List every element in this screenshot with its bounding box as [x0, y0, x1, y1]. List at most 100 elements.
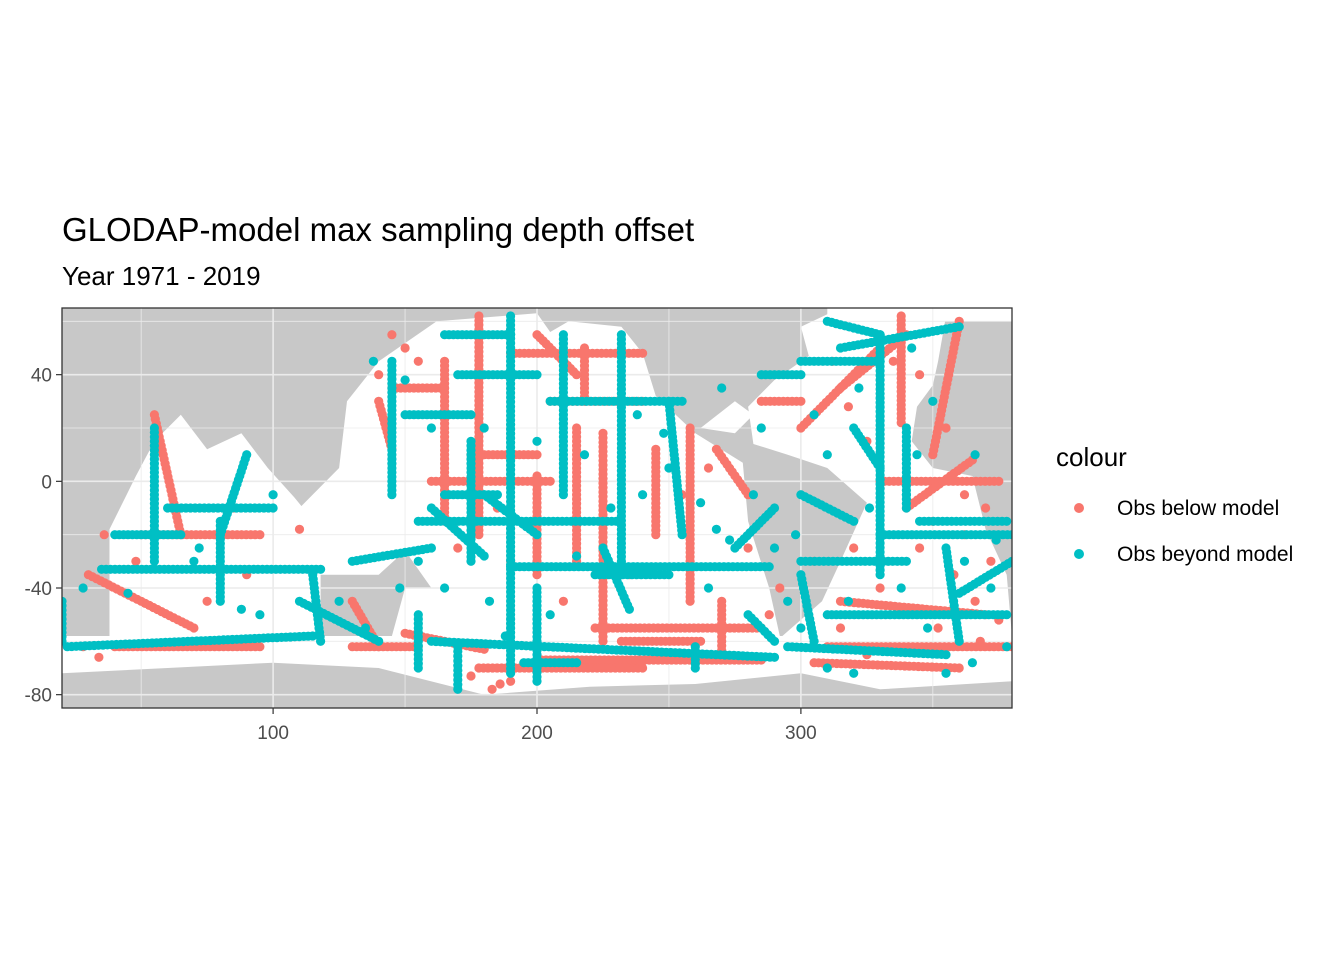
data-point: [572, 370, 582, 380]
data-point: [959, 490, 970, 500]
data-point: [769, 543, 780, 553]
data-point: [1002, 610, 1012, 620]
chart-title: GLODAP-model max sampling depth offset: [62, 211, 694, 248]
data-point: [374, 370, 384, 380]
data-point: [236, 604, 246, 614]
data-point: [506, 311, 516, 321]
data-point: [558, 330, 569, 340]
data-point: [479, 423, 489, 433]
data-point: [1002, 516, 1012, 526]
data-point: [685, 596, 695, 606]
data-point: [769, 503, 780, 513]
data-point: [255, 642, 265, 652]
data-point: [611, 516, 621, 526]
data-point: [888, 356, 898, 366]
data-point: [360, 623, 371, 633]
data-point: [991, 535, 1001, 545]
data-point: [484, 596, 495, 606]
data-point: [849, 516, 859, 526]
data-point: [849, 543, 859, 553]
data-point: [440, 383, 450, 393]
data-point: [875, 356, 885, 366]
y-tick-label: 40: [31, 366, 52, 387]
data-point: [176, 530, 186, 540]
data-point: [453, 543, 463, 553]
data-point: [970, 596, 980, 606]
data-point: [506, 330, 516, 340]
legend-label-obs-below: Obs below model: [1117, 497, 1279, 520]
data-point: [959, 556, 970, 566]
data-point: [994, 476, 1004, 486]
data-point: [532, 436, 542, 446]
data-point: [690, 663, 700, 673]
data-point: [896, 583, 906, 593]
data-point: [954, 322, 964, 332]
data-point: [941, 423, 951, 433]
data-point: [703, 583, 714, 593]
y-tick-label: -80: [25, 686, 52, 707]
data-point: [268, 490, 278, 500]
data-point: [783, 596, 793, 606]
data-point: [791, 530, 801, 540]
x-tick-label: 200: [521, 723, 553, 744]
data-point: [368, 356, 378, 366]
data-point: [558, 596, 569, 606]
data-point: [532, 676, 542, 686]
data-point: [413, 556, 423, 566]
data-point: [875, 463, 885, 473]
data-point: [532, 530, 542, 540]
data-point: [915, 370, 925, 380]
data-point: [664, 463, 674, 473]
data-point: [822, 663, 832, 673]
data-point: [941, 650, 951, 660]
data-point: [123, 588, 133, 598]
data-point: [875, 330, 885, 340]
data-point: [1002, 642, 1012, 652]
data-point: [970, 450, 980, 460]
data-point: [764, 562, 774, 572]
data-point: [769, 652, 780, 662]
data-point: [981, 503, 991, 513]
data-point: [189, 556, 199, 566]
data-point: [131, 556, 141, 566]
data-point: [479, 551, 489, 561]
data-point: [796, 623, 806, 633]
data-point: [194, 543, 204, 553]
data-point: [215, 596, 225, 606]
data-point: [975, 636, 985, 646]
legend-key-obs-below: [1074, 503, 1084, 513]
data-point: [775, 583, 785, 593]
x-tick-label: 300: [785, 723, 817, 744]
data-point: [387, 330, 397, 340]
data-point: [413, 356, 423, 366]
y-tick-label: -40: [25, 579, 52, 600]
data-point: [94, 652, 104, 662]
data-point: [901, 556, 912, 566]
data-point: [466, 671, 476, 681]
data-point: [638, 490, 648, 500]
data-point: [255, 530, 265, 540]
data-point: [624, 604, 635, 614]
data-point: [374, 636, 384, 646]
plot-panel: [61, 307, 1013, 709]
data-point: [822, 450, 832, 460]
ocean-gulf-of-mexico: [700, 401, 754, 434]
data-point: [387, 490, 397, 500]
data-point: [474, 311, 484, 321]
ocean-arctic-edge: [827, 308, 1012, 322]
data-point: [466, 410, 476, 420]
data-point: [928, 396, 938, 406]
data-point: [843, 596, 854, 606]
data-point: [426, 543, 436, 553]
data-point: [572, 658, 582, 668]
data-point: [1007, 556, 1012, 566]
data-point: [796, 396, 806, 406]
data-point: [743, 543, 753, 553]
data-point: [638, 348, 648, 358]
data-point: [466, 436, 476, 446]
data-point: [606, 503, 616, 513]
data-point: [334, 596, 344, 606]
data-point: [967, 658, 978, 668]
data-point: [579, 450, 590, 460]
